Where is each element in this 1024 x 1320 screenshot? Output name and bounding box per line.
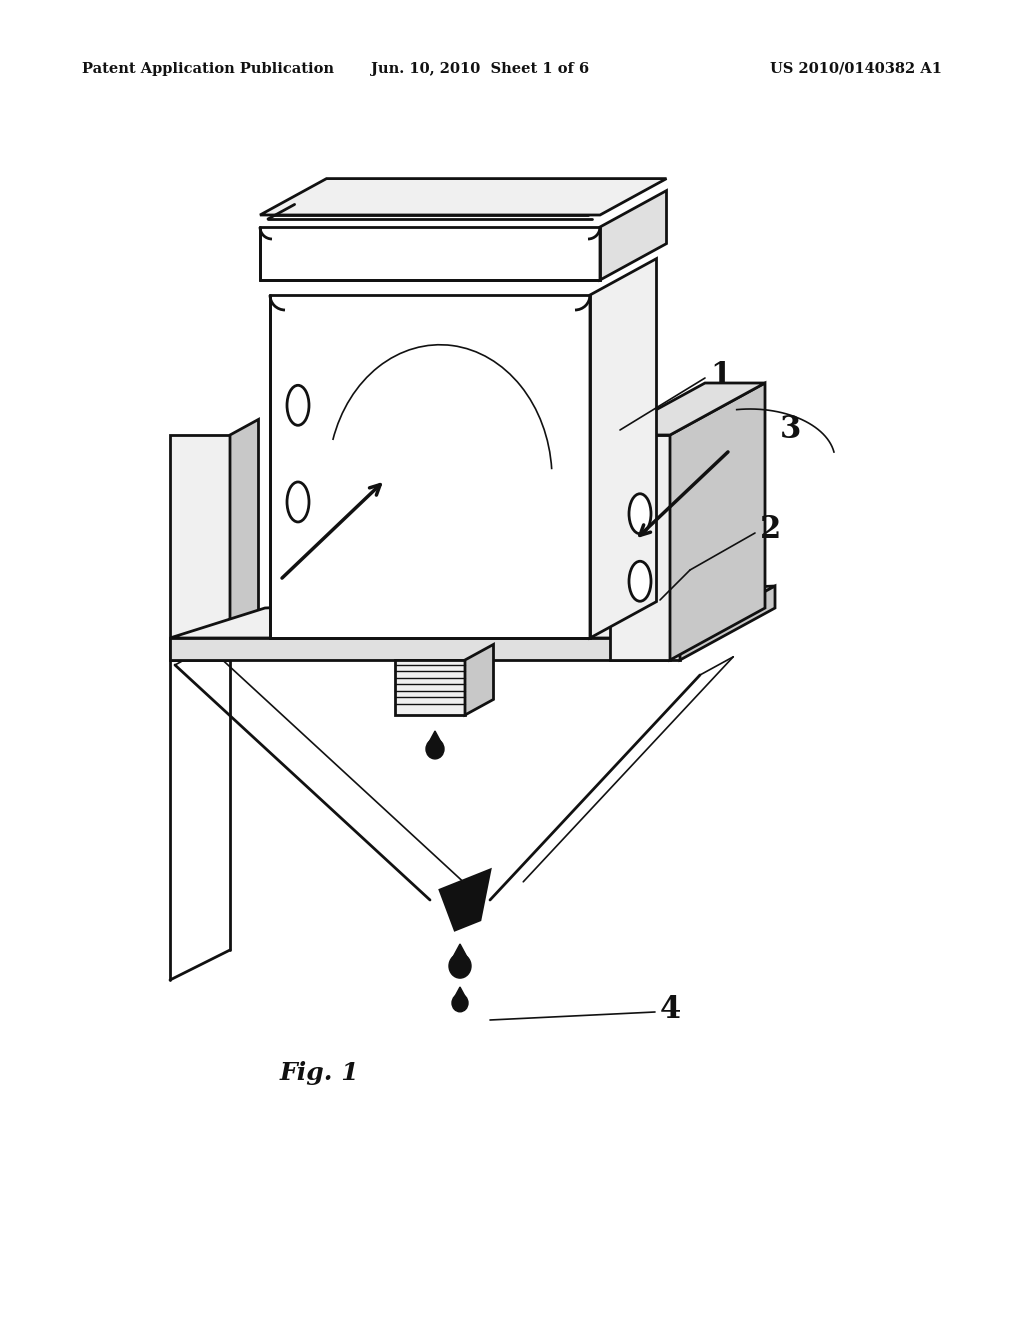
Polygon shape bbox=[260, 227, 600, 280]
Text: Jun. 10, 2010  Sheet 1 of 6: Jun. 10, 2010 Sheet 1 of 6 bbox=[371, 62, 589, 77]
Polygon shape bbox=[465, 644, 494, 715]
Text: 4: 4 bbox=[660, 994, 681, 1026]
Polygon shape bbox=[600, 190, 667, 280]
Polygon shape bbox=[590, 259, 656, 638]
Text: 1: 1 bbox=[710, 359, 731, 391]
Polygon shape bbox=[270, 244, 656, 280]
Polygon shape bbox=[170, 436, 230, 660]
Polygon shape bbox=[670, 383, 765, 660]
Ellipse shape bbox=[426, 739, 444, 759]
Polygon shape bbox=[260, 178, 667, 215]
Polygon shape bbox=[170, 586, 775, 638]
Polygon shape bbox=[230, 420, 258, 660]
Ellipse shape bbox=[629, 494, 651, 533]
Ellipse shape bbox=[452, 994, 468, 1012]
Polygon shape bbox=[170, 638, 680, 660]
Ellipse shape bbox=[449, 954, 471, 978]
Polygon shape bbox=[395, 660, 465, 715]
Ellipse shape bbox=[287, 482, 309, 521]
Polygon shape bbox=[440, 870, 490, 931]
Polygon shape bbox=[455, 987, 466, 998]
Polygon shape bbox=[270, 294, 590, 638]
Text: Fig. 1: Fig. 1 bbox=[280, 1061, 359, 1085]
Polygon shape bbox=[610, 383, 765, 436]
Text: US 2010/0140382 A1: US 2010/0140382 A1 bbox=[770, 62, 942, 77]
Text: 2: 2 bbox=[760, 515, 781, 545]
Text: Patent Application Publication: Patent Application Publication bbox=[82, 62, 334, 77]
Ellipse shape bbox=[629, 561, 651, 601]
Polygon shape bbox=[680, 586, 775, 660]
Polygon shape bbox=[429, 731, 441, 743]
Polygon shape bbox=[453, 944, 468, 958]
Polygon shape bbox=[610, 436, 670, 660]
Ellipse shape bbox=[287, 385, 309, 425]
Text: 3: 3 bbox=[780, 414, 802, 446]
